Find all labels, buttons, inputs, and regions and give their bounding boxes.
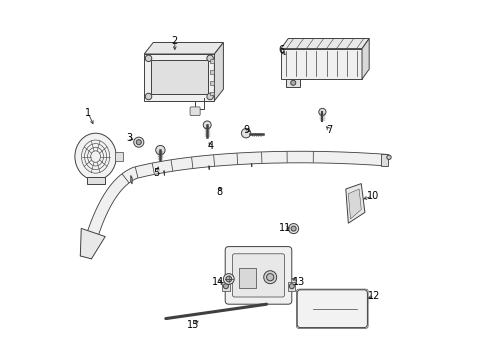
Text: 1: 1: [85, 108, 92, 118]
Circle shape: [242, 129, 251, 138]
Polygon shape: [144, 54, 215, 101]
Text: 11: 11: [279, 222, 292, 233]
Polygon shape: [151, 60, 208, 94]
FancyBboxPatch shape: [222, 282, 229, 291]
Circle shape: [387, 155, 391, 159]
FancyBboxPatch shape: [286, 78, 300, 87]
FancyBboxPatch shape: [225, 247, 292, 304]
Circle shape: [145, 93, 152, 100]
Polygon shape: [362, 39, 369, 79]
Circle shape: [207, 93, 213, 100]
Circle shape: [289, 224, 298, 234]
Text: 3: 3: [126, 133, 132, 143]
Polygon shape: [131, 175, 132, 184]
Text: 5: 5: [154, 168, 160, 178]
Polygon shape: [346, 184, 365, 223]
Text: 8: 8: [217, 186, 223, 197]
Text: 2: 2: [172, 36, 178, 46]
Text: 6: 6: [278, 45, 284, 55]
Text: 10: 10: [367, 191, 379, 201]
Circle shape: [267, 274, 274, 281]
Text: 15: 15: [187, 320, 199, 330]
Circle shape: [264, 271, 277, 284]
Polygon shape: [80, 228, 105, 259]
Circle shape: [223, 284, 228, 289]
Circle shape: [207, 55, 213, 62]
Circle shape: [226, 276, 232, 282]
FancyBboxPatch shape: [210, 59, 214, 63]
FancyBboxPatch shape: [116, 152, 122, 161]
Circle shape: [291, 226, 296, 231]
Polygon shape: [281, 39, 369, 49]
Polygon shape: [215, 42, 223, 101]
Circle shape: [319, 108, 326, 116]
FancyBboxPatch shape: [288, 282, 295, 291]
Circle shape: [156, 145, 165, 155]
FancyBboxPatch shape: [210, 92, 214, 95]
FancyBboxPatch shape: [297, 290, 368, 328]
FancyBboxPatch shape: [239, 268, 256, 288]
Polygon shape: [144, 42, 223, 54]
Circle shape: [145, 55, 152, 62]
Polygon shape: [348, 189, 361, 219]
FancyBboxPatch shape: [381, 154, 388, 166]
Polygon shape: [80, 151, 388, 259]
Text: 4: 4: [208, 141, 214, 151]
FancyBboxPatch shape: [190, 107, 200, 116]
Circle shape: [136, 140, 141, 145]
Text: 14: 14: [212, 276, 224, 287]
Circle shape: [203, 121, 211, 129]
FancyBboxPatch shape: [232, 254, 285, 297]
FancyBboxPatch shape: [87, 177, 104, 184]
Text: 12: 12: [368, 291, 381, 301]
Text: 13: 13: [293, 276, 305, 287]
Ellipse shape: [75, 133, 116, 180]
Polygon shape: [281, 49, 362, 79]
Circle shape: [289, 284, 294, 289]
Text: 7: 7: [326, 125, 333, 135]
Circle shape: [291, 80, 296, 85]
FancyBboxPatch shape: [210, 81, 214, 85]
Circle shape: [223, 274, 234, 284]
Circle shape: [134, 137, 144, 147]
Text: 9: 9: [244, 125, 250, 135]
FancyBboxPatch shape: [210, 70, 214, 74]
